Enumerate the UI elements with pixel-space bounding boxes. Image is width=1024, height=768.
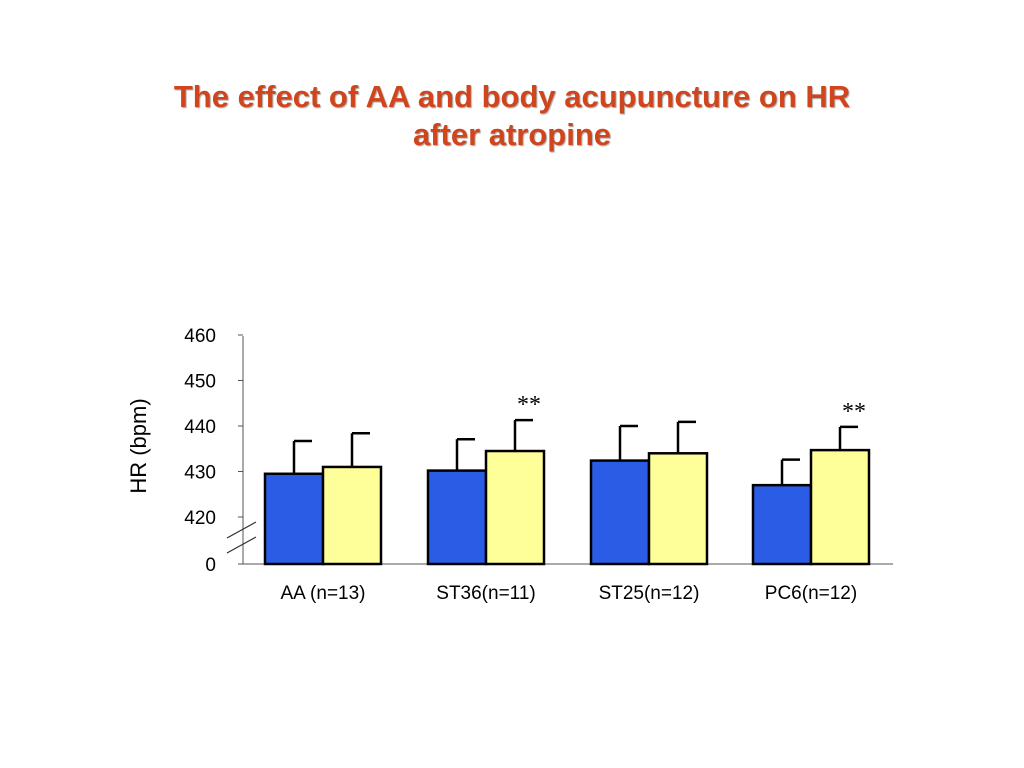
x-category-label: ST36(n=11) bbox=[436, 583, 535, 604]
y-tick-label: 430 bbox=[184, 463, 216, 484]
y-tick-label: 420 bbox=[184, 508, 216, 529]
significance-marker: ** bbox=[842, 399, 866, 425]
chart-title-line-2: after atropine bbox=[412, 117, 612, 152]
bar bbox=[647, 452, 709, 566]
axis-break-mark bbox=[226, 521, 257, 539]
chart-title: The effect of AA and body acupuncture on… bbox=[0, 78, 1024, 154]
y-axis-label: HR (bpm) bbox=[126, 398, 151, 493]
y-tick-label: 440 bbox=[184, 417, 216, 438]
bar bbox=[751, 483, 813, 566]
chart-title-line-1: The effect of AA and body acupuncture on… bbox=[173, 79, 851, 114]
axis-break-mark bbox=[226, 536, 257, 554]
y-tick-label: 450 bbox=[184, 372, 216, 393]
bar bbox=[484, 449, 546, 566]
bar bbox=[589, 459, 651, 566]
x-category-label: ST25(n=12) bbox=[599, 583, 700, 604]
bar bbox=[809, 448, 871, 566]
significance-marker: ** bbox=[517, 392, 541, 418]
y-tick-label: 0 bbox=[205, 555, 216, 576]
bar bbox=[263, 472, 325, 566]
x-category-label: AA (n=13) bbox=[280, 583, 365, 604]
y-tick-label: 460 bbox=[184, 326, 216, 347]
bar bbox=[426, 469, 488, 566]
x-category-label: PC6(n=12) bbox=[765, 583, 857, 604]
bar bbox=[321, 465, 383, 566]
